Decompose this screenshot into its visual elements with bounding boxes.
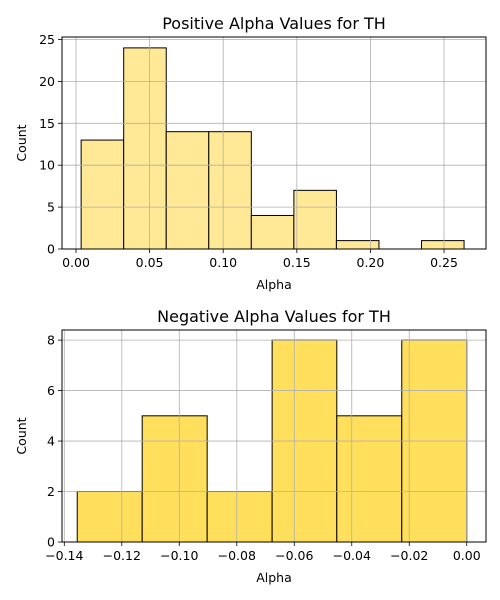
x-tick-label: −0.14	[45, 548, 83, 563]
histogram-bar	[76, 491, 143, 543]
y-tick-label: 5	[47, 200, 55, 215]
y-tick-label: 6	[47, 383, 55, 398]
y-tick-label: 25	[39, 32, 55, 47]
y-axis-label: Count	[14, 124, 29, 161]
y-tick-label: 15	[39, 116, 55, 131]
chart-title: Negative Alpha Values for TH	[157, 307, 391, 326]
y-tick-label: 0	[47, 535, 55, 550]
y-tick-label: 10	[39, 158, 55, 173]
y-tick-label: 8	[47, 333, 55, 348]
x-axis-label: Alpha	[256, 570, 292, 585]
histogram-bar	[250, 214, 295, 250]
positive-alpha-histogram: 0.00 0.05 0.10 0.15 0.20 0.25 0 5 10 15 20 25 Positi…	[14, 14, 487, 292]
y-tick-label: 20	[39, 74, 55, 89]
x-tick-label: −0.04	[333, 548, 371, 563]
x-tick-label: −0.06	[275, 548, 313, 563]
x-tick-label: 0.20	[357, 255, 385, 270]
histogram-bar	[421, 240, 465, 250]
y-tick-label: 0	[47, 242, 55, 257]
histogram-bar	[206, 491, 273, 543]
axes-frame	[61, 329, 487, 543]
histogram-bar	[165, 131, 210, 250]
y-axis-label: Count	[14, 417, 29, 454]
histogram-bar	[336, 415, 403, 543]
negative-alpha-histogram: −0.14 −0.12 −0.10 −0.08 −0.06 −0.04 −0.02 0.00 0…	[14, 307, 487, 585]
x-tick-label: −0.08	[218, 548, 256, 563]
axes-frame	[61, 36, 487, 250]
x-tick-label: 0.00	[453, 548, 481, 563]
histogram-bar	[141, 415, 208, 543]
x-tick-label: −0.12	[103, 548, 141, 563]
x-tick-label: −0.02	[390, 548, 428, 563]
x-tick-label: −0.10	[160, 548, 198, 563]
histogram-bar	[80, 139, 125, 250]
y-tick-label: 2	[47, 484, 55, 499]
x-axis-label: Alpha	[256, 277, 292, 292]
histogram-bar	[293, 189, 337, 250]
chart-title: Positive Alpha Values for TH	[162, 14, 386, 33]
x-tick-label: 0.10	[209, 255, 237, 270]
histogram-bar	[335, 240, 380, 250]
histogram-bar	[123, 47, 167, 250]
x-tick-label: 0.15	[283, 255, 311, 270]
x-tick-label: 0.00	[62, 255, 90, 270]
histogram-bar	[208, 131, 252, 250]
x-tick-label: 0.25	[430, 255, 458, 270]
x-tick-label: 0.05	[136, 255, 164, 270]
y-tick-label: 4	[47, 434, 55, 449]
